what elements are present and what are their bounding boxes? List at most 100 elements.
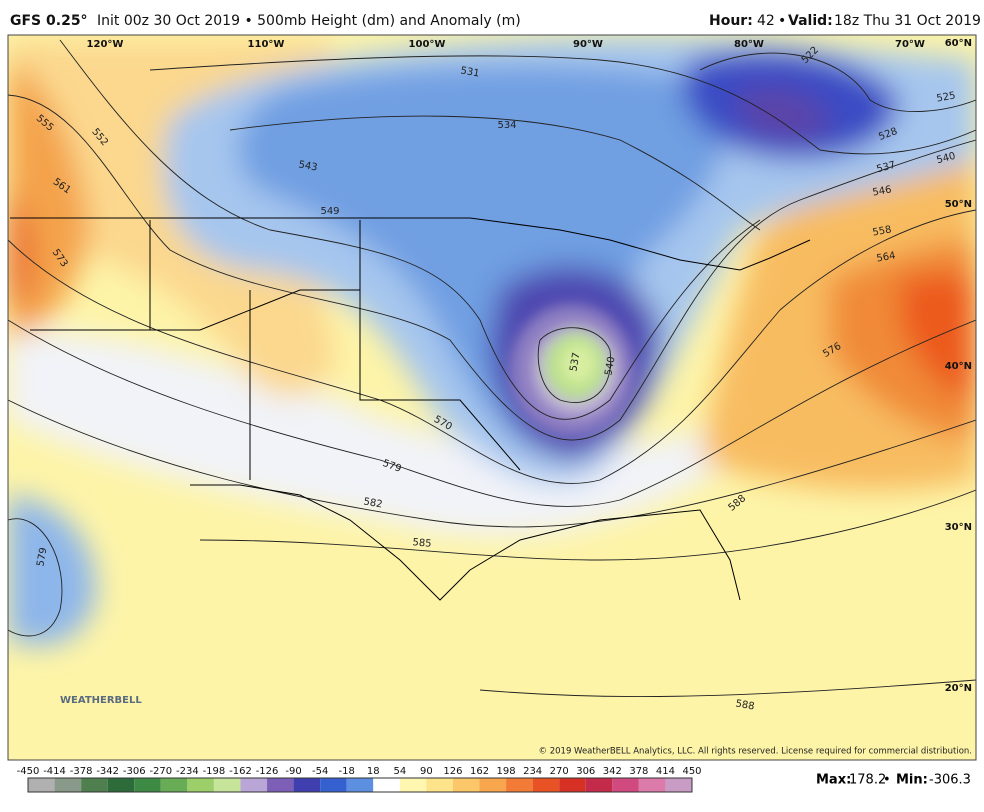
legend-tick-label: 90: [420, 766, 433, 777]
legend-tick-label: 342: [603, 766, 622, 777]
legend-tick-label: -126: [256, 766, 279, 777]
legend-tick-label: -90: [285, 766, 301, 777]
contour-label: 546: [872, 184, 893, 198]
legend-tick-label: -198: [203, 766, 226, 777]
legend-tick-label: 414: [656, 766, 675, 777]
color-swatch: [160, 778, 188, 792]
color-swatch: [81, 778, 108, 792]
map: WEATHERBELL © 2019 WeatherBELL Analytics…: [8, 35, 976, 760]
map-frame: [7, 34, 977, 761]
max-label: Max:: [816, 773, 851, 788]
legend-tick-label: -162: [229, 766, 252, 777]
color-legend: -450 -414 -378 -342 -306 -270 -234 -198 -162 -126…: [17, 766, 702, 793]
contour-label: 588: [735, 698, 756, 712]
contour-label: 531: [460, 65, 481, 79]
contour-label: 540: [935, 151, 956, 167]
logo: WEATHERBELL: [60, 695, 142, 706]
contour-label: 525: [936, 90, 957, 104]
legend-tick-label: 198: [497, 766, 516, 777]
contour-label: 549: [320, 206, 339, 217]
model-name: GFS 0.25°: [10, 13, 88, 29]
color-swatch: [559, 778, 586, 792]
longitude-label: 80°W: [734, 39, 764, 50]
contour-label: 582: [363, 496, 384, 510]
color-swatch: [665, 778, 692, 792]
trough-center: [510, 304, 634, 436]
longitude-label: 90°W: [573, 39, 603, 50]
contour-label: 543: [298, 159, 319, 173]
separator: •: [778, 13, 786, 29]
latitude-label: 20°N: [945, 683, 972, 694]
hour-value: 42: [757, 13, 775, 29]
legend-tick-label: -342: [96, 766, 119, 777]
max-value: 178.2: [849, 773, 886, 788]
run-description: Init 00z 30 Oct 2019 • 500mb Height (dm)…: [97, 13, 521, 29]
contour-label: 585: [412, 537, 432, 550]
longitude-label: 110°W: [248, 39, 285, 50]
latitude-label: 40°N: [945, 361, 972, 372]
color-swatch: [134, 778, 161, 792]
latitude-label: 50°N: [945, 199, 972, 210]
color-swatch: [346, 778, 374, 792]
contour-label: 558: [872, 224, 893, 238]
legend-tick-label: -306: [123, 766, 146, 777]
color-swatch: [612, 778, 639, 792]
color-swatch: [28, 778, 55, 792]
color-swatch: [320, 778, 347, 792]
color-swatch: [426, 778, 453, 792]
min-label: Min:: [896, 773, 928, 788]
color-swatch: [373, 778, 400, 792]
legend-tick-label: -414: [43, 766, 66, 777]
legend-tick-label: 270: [550, 766, 569, 777]
legend-tick-label: 18: [367, 766, 380, 777]
legend-tick-label: 126: [443, 766, 462, 777]
legend-tick-label: -54: [312, 766, 328, 777]
contour-label: 564: [876, 250, 897, 264]
color-swatch: [532, 778, 560, 792]
contour-label: 534: [497, 120, 516, 131]
color-swatch: [54, 778, 82, 792]
color-swatch: [107, 778, 135, 792]
color-swatch: [638, 778, 666, 792]
legend-tick-label: -270: [149, 766, 172, 777]
legend-tick-label: 234: [523, 766, 542, 777]
color-swatch: [506, 778, 533, 792]
contour-label: 537: [568, 352, 582, 373]
legend-tick-label: -378: [70, 766, 93, 777]
legend-tick-label: -234: [176, 766, 199, 777]
legend-tick-label: -450: [17, 766, 40, 777]
separator: •: [883, 773, 891, 788]
longitude-label: 70°W: [895, 39, 925, 50]
height-contours: [8, 39, 976, 698]
legend-tick-label: 306: [576, 766, 595, 777]
contour-label: 579: [35, 547, 49, 568]
valid-time: 18z Thu 31 Oct 2019: [834, 13, 981, 29]
copyright: © 2019 WeatherBELL Analytics, LLC. All r…: [539, 747, 972, 757]
latitude-label: 60°N: [945, 38, 972, 49]
legend-frame: [27, 777, 693, 793]
color-swatch: [267, 778, 294, 792]
color-swatch: [585, 778, 613, 792]
color-swatch: [213, 778, 241, 792]
valid-label: Valid:: [788, 13, 833, 29]
color-swatch: [399, 778, 427, 792]
legend-tick-label: 450: [682, 766, 701, 777]
legend-tick-label: 54: [393, 766, 406, 777]
color-swatch: [452, 778, 480, 792]
color-swatch: [187, 778, 214, 792]
min-value: -306.3: [929, 773, 971, 788]
longitude-label: 120°W: [87, 39, 124, 50]
borders: [10, 217, 811, 601]
color-swatch: [293, 778, 321, 792]
color-swatch: [240, 778, 268, 792]
legend-tick-label: 162: [470, 766, 489, 777]
contour-label: 537: [875, 160, 896, 176]
hour-label: Hour:: [709, 13, 753, 29]
contour-label: 540: [603, 356, 617, 377]
legend-tick-label: 378: [629, 766, 648, 777]
color-swatch: [479, 778, 507, 792]
longitude-label: 100°W: [409, 39, 446, 50]
anomaly-field: [8, 36, 976, 646]
legend-tick-label: -18: [339, 766, 355, 777]
